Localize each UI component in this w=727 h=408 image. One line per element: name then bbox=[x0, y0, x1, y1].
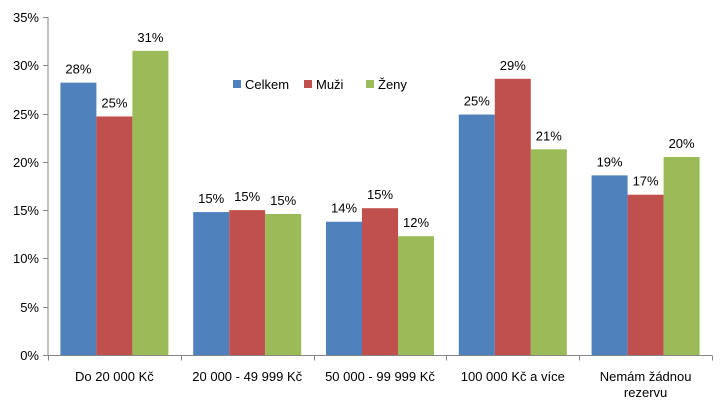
bar bbox=[229, 210, 266, 355]
data-labels: 28% 15% 14% 25% 19% 25% 15% 15% 29% 17% 31% 15% 12% 2… bbox=[65, 30, 695, 230]
legend-swatch bbox=[366, 80, 374, 88]
data-label: 31% bbox=[137, 30, 163, 45]
bar bbox=[627, 194, 664, 355]
bar bbox=[132, 50, 169, 356]
data-label: 25% bbox=[101, 95, 127, 110]
data-label: 15% bbox=[198, 191, 224, 206]
data-label: 15% bbox=[234, 189, 260, 204]
bar bbox=[591, 175, 628, 355]
category-label: rezervu bbox=[624, 385, 667, 400]
data-label: 12% bbox=[403, 215, 429, 230]
legend-label: Celkem bbox=[245, 77, 289, 92]
bar bbox=[530, 149, 567, 355]
bar bbox=[96, 116, 133, 356]
data-label: 29% bbox=[500, 58, 526, 73]
bar bbox=[265, 214, 302, 355]
data-label: 28% bbox=[65, 62, 91, 77]
data-label: 14% bbox=[331, 201, 357, 216]
category-label: 50 000 - 99 999 Kč bbox=[325, 369, 435, 384]
y-tick-label: 30% bbox=[13, 58, 39, 73]
bar bbox=[362, 208, 398, 355]
y-axis: 0% 5% 10% 15% 20% 25% 30% 35% bbox=[13, 10, 49, 363]
legend-swatch bbox=[304, 80, 312, 88]
data-label: 17% bbox=[633, 174, 659, 189]
bar bbox=[663, 157, 700, 355]
legend: Celkem Muži Ženy bbox=[233, 77, 407, 92]
legend-label: Muži bbox=[316, 77, 344, 92]
bar bbox=[398, 236, 434, 355]
bar bbox=[458, 114, 495, 355]
bar bbox=[326, 221, 362, 355]
data-label: 20% bbox=[669, 136, 695, 151]
y-tick-label: 25% bbox=[13, 107, 39, 122]
category-label: 20 000 - 49 999 Kč bbox=[192, 369, 302, 384]
bars bbox=[60, 50, 700, 356]
legend-swatch bbox=[233, 80, 241, 88]
y-tick-label: 35% bbox=[13, 10, 39, 25]
x-axis: Do 20 000 Kč 20 000 - 49 999 Kč 50 000 - 9… bbox=[48, 355, 713, 400]
bar bbox=[494, 78, 531, 355]
y-tick-label: 10% bbox=[13, 251, 39, 266]
data-label: 21% bbox=[536, 128, 562, 143]
legend-label: Ženy bbox=[378, 77, 407, 92]
data-label: 19% bbox=[597, 154, 623, 169]
category-label: Nemám žádnou bbox=[600, 369, 692, 384]
y-tick-label: 15% bbox=[13, 203, 39, 218]
bar bbox=[60, 82, 97, 355]
category-label: 100 000 Kč a více bbox=[461, 369, 565, 384]
y-tick-label: 20% bbox=[13, 155, 39, 170]
y-tick-label: 0% bbox=[20, 348, 39, 363]
y-tick-label: 5% bbox=[20, 300, 39, 315]
data-label: 25% bbox=[464, 94, 490, 109]
data-label: 15% bbox=[270, 193, 296, 208]
bar bbox=[193, 212, 230, 355]
category-label: Do 20 000 Kč bbox=[75, 369, 154, 384]
data-label: 15% bbox=[367, 187, 393, 202]
